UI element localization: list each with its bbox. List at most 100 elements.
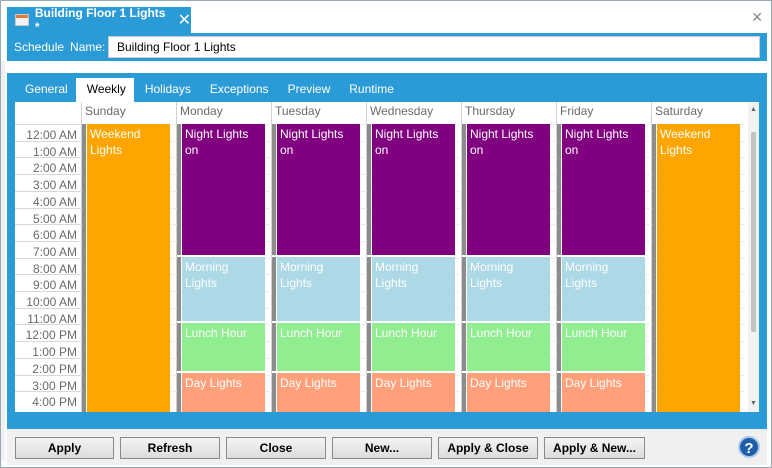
- close-button[interactable]: Close: [226, 437, 326, 459]
- tab-holidays[interactable]: Holidays: [144, 82, 191, 96]
- scroll-up-icon[interactable]: ▲: [750, 106, 757, 113]
- event-title: Lunch Hour: [280, 326, 343, 340]
- event-day-lights-monday[interactable]: Day Lights: [182, 373, 265, 412]
- day-header-friday: Friday: [560, 104, 594, 118]
- event-strip: [177, 373, 181, 412]
- event-morning-lights-monday[interactable]: Morning Lights: [182, 257, 265, 321]
- event-morning-lights-tuesday[interactable]: Morning Lights: [277, 257, 360, 321]
- event-morning-lights-friday[interactable]: Morning Lights: [562, 257, 645, 321]
- event-strip: [652, 124, 656, 412]
- time-label: 12:00 PM: [25, 328, 77, 343]
- event-weekend-lights-saturday[interactable]: Weekend Lights: [657, 124, 740, 412]
- event-strip: [177, 124, 181, 255]
- time-gridline: [15, 157, 81, 159]
- tab-exceptions[interactable]: Exceptions: [209, 82, 269, 96]
- spacer: [7, 61, 767, 73]
- event-subtitle: on: [565, 143, 579, 157]
- schedule-name-input[interactable]: [108, 36, 760, 58]
- event-day-lights-wednesday[interactable]: Day Lights: [372, 373, 455, 412]
- close-tab-icon[interactable]: ✕: [177, 12, 191, 29]
- scroll-thumb[interactable]: [751, 132, 756, 332]
- event-day-lights-thursday[interactable]: Day Lights: [467, 373, 550, 412]
- column-divider: [556, 102, 557, 412]
- time-gridline: [15, 207, 81, 209]
- event-subtitle: on: [185, 143, 199, 157]
- time-gridline: [15, 224, 81, 226]
- day-header-sunday: Sunday: [85, 104, 126, 118]
- tab-runtime[interactable]: Runtime: [349, 82, 394, 96]
- time-gridline: [15, 391, 81, 393]
- name-label: Name:: [70, 40, 106, 54]
- event-title: Lunch Hour: [470, 326, 533, 340]
- tab-weekly[interactable]: Weekly: [75, 78, 134, 102]
- scroll-down-icon[interactable]: ▼: [750, 400, 757, 407]
- schedule-panel: General Weekly Holidays Exceptions Previ…: [13, 73, 761, 414]
- refresh-button[interactable]: Refresh: [120, 437, 220, 459]
- time-gridline: [15, 291, 81, 292]
- event-title: Lunch Hour: [565, 326, 628, 340]
- event-lunch-hour-tuesday[interactable]: Lunch Hour: [277, 323, 360, 371]
- apply-close-button[interactable]: Apply & Close: [438, 437, 538, 459]
- event-strip: [367, 373, 371, 412]
- tab-preview[interactable]: Preview: [287, 82, 331, 96]
- event-title: Lunch Hour: [375, 326, 438, 340]
- event-strip: [367, 124, 371, 255]
- event-title: Morning: [375, 260, 419, 274]
- help-icon[interactable]: ?: [738, 436, 760, 458]
- time-label: 4:00 PM: [32, 395, 77, 410]
- time-label: 8:00 AM: [32, 261, 77, 276]
- event-title: Night Lights: [280, 127, 344, 141]
- event-lunch-hour-monday[interactable]: Lunch Hour: [182, 323, 265, 371]
- event-morning-lights-thursday[interactable]: Morning Lights: [467, 257, 550, 321]
- document-tab[interactable]: Building Floor 1 Lights * ✕: [7, 6, 191, 34]
- schedule-name-row: Schedule Name:: [7, 33, 767, 61]
- event-title: Morning: [185, 260, 229, 274]
- close-window-icon[interactable]: ✕: [751, 9, 763, 25]
- time-gridline: [15, 357, 81, 359]
- event-subtitle: Lights: [90, 143, 123, 157]
- vertical-scrollbar[interactable]: ▲ ▼: [748, 102, 759, 412]
- event-title: Morning: [565, 260, 609, 274]
- column-divider: [366, 102, 367, 412]
- event-morning-lights-wednesday[interactable]: Morning Lights: [372, 257, 455, 321]
- event-night-lights-thursday[interactable]: Night Lights on: [467, 124, 550, 255]
- time-gridline: [15, 190, 81, 192]
- event-strip: [367, 257, 371, 321]
- event-title: Night Lights: [375, 127, 439, 141]
- event-lunch-hour-friday[interactable]: Lunch Hour: [562, 323, 645, 371]
- time-gridline: [15, 307, 81, 309]
- event-night-lights-friday[interactable]: Night Lights on: [562, 124, 645, 255]
- event-strip: [272, 373, 276, 412]
- weekly-calendar: 12:00 AM 1:00 AM 2:00 AM 3:00 AM 4:00 AM 5:00…: [15, 102, 759, 412]
- apply-new-button[interactable]: Apply & New...: [544, 437, 645, 459]
- event-subtitle: on: [470, 143, 484, 157]
- time-gridline: [15, 274, 81, 276]
- event-strip: [462, 257, 466, 321]
- time-gridline: [15, 374, 81, 376]
- event-title: Lunch Hour: [185, 326, 248, 340]
- event-lunch-hour-wednesday[interactable]: Lunch Hour: [372, 323, 455, 371]
- time-gridline: [15, 240, 81, 242]
- event-night-lights-tuesday[interactable]: Night Lights on: [277, 124, 360, 255]
- tab-general[interactable]: General: [25, 82, 68, 96]
- new-button[interactable]: New...: [332, 437, 432, 459]
- event-night-lights-monday[interactable]: Night Lights on: [182, 124, 265, 255]
- event-title: Day Lights: [470, 376, 527, 390]
- event-lunch-hour-thursday[interactable]: Lunch Hour: [467, 323, 550, 371]
- schedule-tabs: General Weekly Holidays Exceptions Previ…: [14, 78, 402, 102]
- day-header-saturday: Saturday: [655, 104, 704, 118]
- time-gridline: [15, 140, 81, 142]
- document-tab-bar: Building Floor 1 Lights * ✕ ✕: [1, 1, 771, 34]
- time-gridline: [15, 324, 81, 326]
- event-subtitle: Lights: [375, 276, 408, 290]
- time-label: 2:00 PM: [32, 361, 77, 376]
- apply-button[interactable]: Apply: [15, 437, 114, 459]
- button-bar: Apply Refresh Close New... Apply & Close…: [7, 429, 767, 465]
- event-day-lights-tuesday[interactable]: Day Lights: [277, 373, 360, 412]
- event-weekend-lights-sunday[interactable]: Weekend Lights: [87, 124, 170, 412]
- event-title: Day Lights: [185, 376, 242, 390]
- event-title: Night Lights: [185, 127, 249, 141]
- event-night-lights-wednesday[interactable]: Night Lights on: [372, 124, 455, 255]
- event-strip: [557, 124, 561, 255]
- event-day-lights-friday[interactable]: Day Lights: [562, 373, 645, 412]
